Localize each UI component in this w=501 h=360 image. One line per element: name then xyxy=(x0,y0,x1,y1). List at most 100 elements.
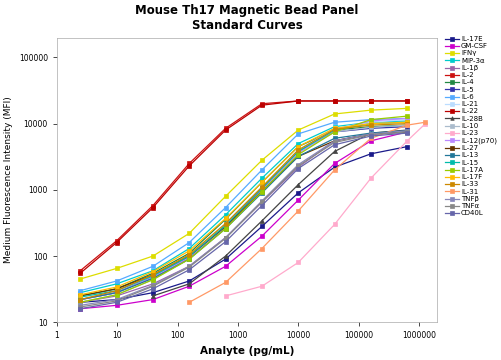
Line: IL-12(p70): IL-12(p70) xyxy=(78,116,408,302)
IL-22 xyxy=(259,103,265,107)
IL-21 xyxy=(259,185,265,189)
Line: IL-21: IL-21 xyxy=(78,117,408,302)
X-axis label: Analyte (pg/mL): Analyte (pg/mL) xyxy=(199,346,294,356)
TNFα xyxy=(259,200,265,204)
MIP-3α xyxy=(77,291,83,295)
IL-33 xyxy=(331,127,337,131)
IL-5 xyxy=(259,186,265,190)
IL-22 xyxy=(77,271,83,275)
CD40L xyxy=(113,300,119,305)
GM-CSF xyxy=(222,264,228,269)
TNFα xyxy=(113,299,119,303)
IFNγ xyxy=(77,277,83,281)
IL-6 xyxy=(331,120,337,125)
IL-17F xyxy=(77,293,83,297)
IL-21 xyxy=(367,120,373,125)
IL-10 xyxy=(222,225,228,230)
IL-23 xyxy=(403,139,409,143)
IL-17F xyxy=(150,270,156,274)
IL-17A xyxy=(77,300,83,305)
IL-13 xyxy=(331,136,337,140)
IL-6 xyxy=(222,206,228,210)
IL-1β xyxy=(150,282,156,286)
MIP-3α xyxy=(186,246,192,251)
Line: IL-13: IL-13 xyxy=(78,129,408,302)
TNFβ xyxy=(259,199,265,203)
IL-2 xyxy=(113,239,119,243)
MIP-3α xyxy=(222,213,228,217)
IL-23 xyxy=(367,176,373,180)
IL-17F xyxy=(222,216,228,221)
IL-15 xyxy=(331,128,337,132)
IL-10 xyxy=(367,125,373,130)
IL-6 xyxy=(113,279,119,283)
IL-1β xyxy=(222,235,228,240)
IL-33 xyxy=(295,148,301,152)
IFNγ xyxy=(331,112,337,116)
IL-13 xyxy=(259,191,265,195)
IFNγ xyxy=(259,158,265,162)
IL-2 xyxy=(295,99,301,103)
IL-28B xyxy=(186,282,192,286)
IL-13 xyxy=(77,297,83,302)
IL-13 xyxy=(150,276,156,280)
IL-23 xyxy=(222,294,228,298)
IL-4 xyxy=(77,294,83,298)
IL-17F xyxy=(367,121,373,126)
IL-15 xyxy=(367,121,373,126)
IL-21 xyxy=(77,297,83,302)
IL-21 xyxy=(331,126,337,130)
IL-12(p70) xyxy=(295,151,301,155)
MIP-3α xyxy=(259,176,265,180)
IL-31 xyxy=(403,123,409,127)
MIP-3α xyxy=(150,269,156,273)
IFNγ xyxy=(403,106,409,111)
MIP-3α xyxy=(113,282,119,286)
IL-31 xyxy=(295,209,301,213)
IL-2 xyxy=(403,99,409,103)
IL-5 xyxy=(295,149,301,154)
IL-6 xyxy=(150,264,156,269)
Legend: IL-17E, GM-CSF, IFNγ, MIP-3α, IL-1β, IL-2, IL-4, IL-5, IL-6, IL-21, IL-22, IL-28: IL-17E, GM-CSF, IFNγ, MIP-3α, IL-1β, IL-… xyxy=(443,35,497,217)
CD40L xyxy=(403,131,409,135)
TNFβ xyxy=(295,162,301,167)
IL-17E xyxy=(259,224,265,229)
IL-15 xyxy=(403,120,409,125)
IL-17A xyxy=(259,189,265,194)
IL-1β xyxy=(367,132,373,136)
IL-22 xyxy=(113,240,119,245)
IL-28B xyxy=(403,128,409,132)
IL-15 xyxy=(150,274,156,278)
IL-31 xyxy=(367,136,373,140)
CD40L xyxy=(295,166,301,171)
TNFα xyxy=(367,132,373,137)
Line: IL-23: IL-23 xyxy=(223,122,427,298)
IL-10 xyxy=(186,257,192,261)
IL-4 xyxy=(367,125,373,129)
IL-17E xyxy=(295,191,301,195)
IL-17F xyxy=(186,249,192,253)
IL-10 xyxy=(331,130,337,134)
IL-33 xyxy=(113,288,119,293)
IL-17E xyxy=(222,257,228,261)
IL-2 xyxy=(367,99,373,103)
IL-10 xyxy=(77,300,83,305)
Line: IL-10: IL-10 xyxy=(78,123,408,305)
GM-CSF xyxy=(186,284,192,288)
IL-31 xyxy=(331,168,337,172)
CD40L xyxy=(367,134,373,138)
IL-27 xyxy=(77,294,83,298)
Line: IL-4: IL-4 xyxy=(78,123,408,298)
CD40L xyxy=(331,143,337,147)
IL-13 xyxy=(186,257,192,261)
IL-33 xyxy=(77,297,83,302)
CD40L xyxy=(222,239,228,244)
IL-33 xyxy=(367,123,373,127)
IL-17F xyxy=(403,120,409,125)
IL-5 xyxy=(186,255,192,260)
Line: TNFβ: TNFβ xyxy=(78,129,408,307)
IL-15 xyxy=(77,295,83,299)
IL-12(p70) xyxy=(150,275,156,279)
IL-23 xyxy=(421,121,427,126)
IL-33 xyxy=(259,185,265,189)
